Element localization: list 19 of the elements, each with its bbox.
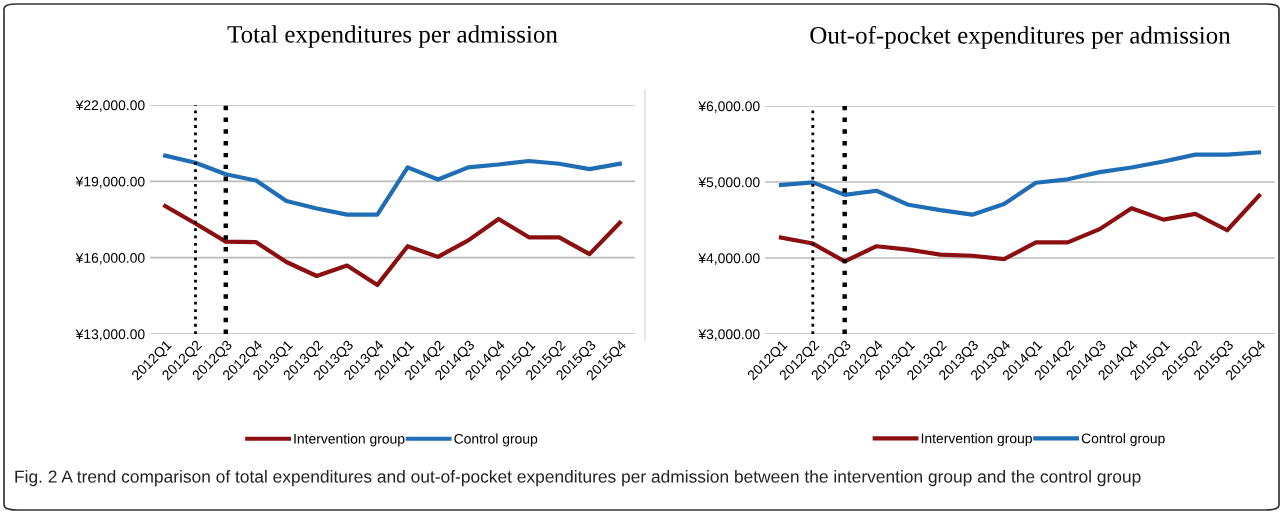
caption: Fig. 2 A trend comparison of total expenditures and out-of-pocket expenditures per admission between the intervention group and the control group [15, 470, 1141, 487]
chart-title: Total expenditures per admission [227, 25, 558, 48]
line-series [163, 203, 622, 287]
y-tick-label: ¥4,000.00 [698, 253, 760, 265]
y-tick-label: ¥6,000.00 [698, 101, 760, 113]
y-tick-label: ¥5,000.00 [698, 177, 760, 189]
legend-label: Intervention group [921, 433, 1032, 447]
legend-label: Control group [454, 433, 538, 447]
y-tick-label: ¥3,000.00 [698, 329, 760, 341]
line-series [163, 153, 622, 217]
legend-label: Intervention group [294, 433, 405, 447]
line-series [778, 193, 1262, 264]
chart-title: Out-of-pocket expenditures per admission [810, 25, 1231, 49]
y-tick-label: ¥22,000.00 [75, 100, 145, 112]
legend-label: Control group [1081, 433, 1165, 447]
y-tick-label: ¥19,000.00 [75, 176, 145, 189]
line-series [778, 150, 1262, 217]
y-tick-label: ¥16,000.00 [75, 253, 145, 265]
y-tick-label: ¥13,000.00 [75, 329, 145, 341]
